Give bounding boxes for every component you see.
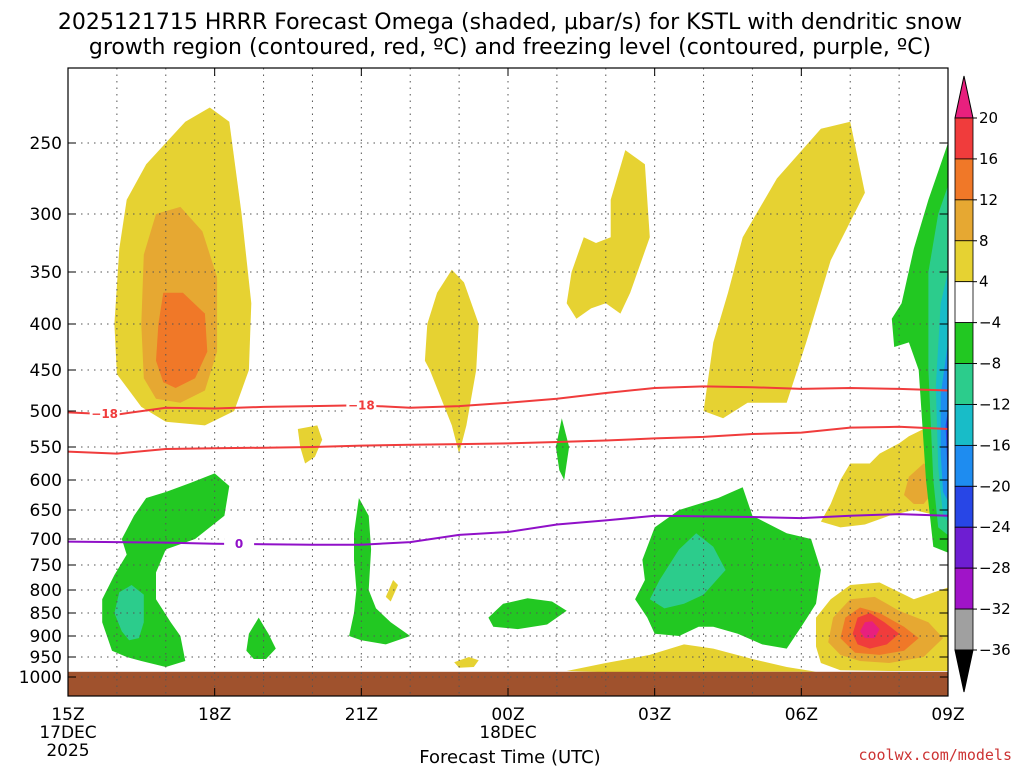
colorbar-label-7: −12: [979, 395, 1011, 413]
contour-line-2: [68, 513, 948, 546]
x-axis-title: Forecast Time (UTC): [419, 747, 600, 768]
omega-region-3: [297, 425, 323, 464]
colorbar: 20 16 12 8 4 −4 −8 −12 −16 −20 −24 −28 −32 −36: [954, 75, 1011, 693]
x-tick-label-0-0: 15Z: [51, 705, 84, 725]
colorbar-label-4: 4: [979, 273, 989, 291]
colorbar-swatch-6: [954, 322, 974, 364]
contour-line-0: [68, 385, 948, 416]
omega-region-23: [635, 487, 821, 649]
y-tick-label-750: 750: [30, 556, 62, 576]
x-tick-label-0-2: 2025: [46, 741, 89, 761]
y-tick-label-600: 600: [30, 471, 62, 491]
colorbar-label-8: −16: [979, 436, 1011, 454]
y-tick-label-800: 800: [30, 581, 62, 601]
colorbar-swatch-9: [954, 444, 974, 487]
contour-labels: −18 −18 0: [89, 397, 377, 552]
colorbar-swatch-7: [954, 363, 974, 405]
colorbar-label-12: −32: [979, 600, 1011, 618]
colorbar-label-2: 12: [979, 191, 998, 209]
colorbar-label-3: 8: [979, 232, 989, 250]
x-tick-label-6-0: 21Z: [345, 705, 378, 725]
y-tick-label-650: 650: [30, 501, 62, 521]
colorbar-swatch-12: [954, 567, 974, 610]
omega-region-7: [566, 150, 650, 319]
credit-label: coolwx.com/models: [858, 746, 1012, 764]
y-tick-label-400: 400: [30, 315, 62, 335]
omega-region-19: [246, 617, 276, 659]
omega-region-6: [454, 657, 479, 668]
contour-label-bg-0-1: [346, 397, 377, 414]
grid-lines: [68, 68, 948, 696]
y-tick-label-350: 350: [30, 263, 62, 283]
x-tick-label-15-0: 06Z: [785, 705, 818, 725]
omega-region-8: [703, 121, 865, 419]
omega-region-24: [649, 533, 726, 609]
colorbar-label-6: −8: [979, 355, 1001, 373]
colorbar-label-9: −20: [979, 477, 1011, 495]
omega-region-20: [349, 498, 411, 645]
colorbar-swatch-10: [954, 485, 974, 528]
y-tick-label-500: 500: [30, 402, 62, 422]
contour-label-0-0: −18: [91, 407, 118, 421]
y-tick-label-900: 900: [30, 627, 62, 647]
colorbar-label-0: 20: [979, 109, 998, 127]
colorbar-swatch-11: [954, 526, 974, 569]
contour-label-0-1: −18: [348, 398, 375, 412]
colorbar-label-13: −36: [979, 641, 1011, 659]
y-tick-label-450: 450: [30, 361, 62, 381]
y-axis: 250 300 350 400 450 500 550 600 650 700 750 800 850 9…: [19, 134, 948, 688]
chart-title-line1: 2025121715 HRRR Forecast Omega (shaded, …: [58, 10, 962, 35]
omega-region-4: [424, 269, 479, 454]
x-tick-label-12-0: 03Z: [638, 705, 671, 725]
omega-region-22: [555, 418, 570, 480]
colorbar-bottom-arrow: [954, 649, 974, 693]
colorbar-swatch-5: [954, 281, 974, 324]
y-tick-label-550: 550: [30, 438, 62, 458]
chart-title-line2: growth region (contoured, red, ºC) and f…: [89, 35, 931, 60]
y-tick-label-250: 250: [30, 134, 62, 154]
colorbar-label-5: −4: [979, 314, 1001, 332]
colorbar-swatch-1: [954, 117, 974, 160]
colorbar-swatch-2: [954, 158, 974, 201]
x-tick-label-3-0: 18Z: [198, 705, 231, 725]
colorbar-label-11: −28: [979, 559, 1011, 577]
colorbar-swatch-4: [954, 240, 974, 283]
y-tick-label-700: 700: [30, 530, 62, 550]
omega-region-18: [114, 585, 144, 641]
contour-label-bg-0-0: [89, 406, 120, 423]
colorbar-swatch-13: [954, 608, 974, 651]
colorbar-swatch-3: [954, 199, 974, 242]
colorbar-label-10: −24: [979, 518, 1011, 536]
omega-region-28: [940, 342, 948, 501]
omega-region-5: [385, 580, 398, 602]
contour-line-1: [68, 425, 948, 455]
x-tick-label-0-1: 17DEC: [39, 723, 96, 743]
x-tick-label-9-0: 00Z: [491, 705, 524, 725]
x-tick-label-18-0: 09Z: [931, 705, 964, 725]
x-tick-label-9-1: 18DEC: [479, 723, 536, 743]
omega-region-2: [156, 292, 208, 388]
contour-label-bg-2-0: [224, 535, 255, 552]
contour-label-2-0: 0: [235, 537, 243, 551]
temperature-contours: [68, 385, 948, 546]
y-tick-label-850: 850: [30, 604, 62, 624]
colorbar-swatch-8: [954, 404, 974, 446]
y-tick-label-1000: 1000: [19, 668, 62, 688]
colorbar-label-1: 16: [979, 150, 998, 168]
omega-shading: [102, 107, 948, 673]
omega-region-16: [860, 621, 880, 639]
y-tick-label-950: 950: [30, 648, 62, 668]
omega-region-11: [566, 644, 816, 673]
y-tick-label-300: 300: [30, 205, 62, 225]
